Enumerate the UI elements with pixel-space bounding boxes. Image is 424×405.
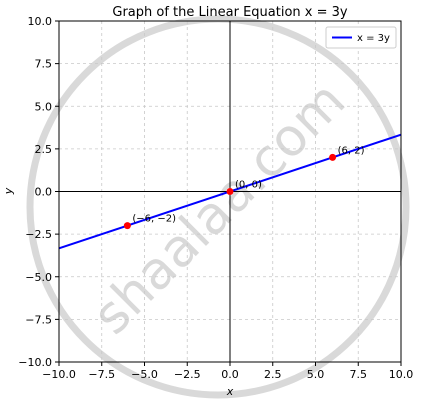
x-tick-label-5: 2.5 (264, 368, 282, 381)
watermark-circle (26, 15, 410, 399)
x-tick-label-4: 0.0 (221, 368, 239, 381)
points-layer: (−6, −2) (0, 0) (6, 2) (123, 145, 365, 230)
y-tick-label-7: 7.5 (35, 58, 53, 71)
x-tick-label-1: −7.5 (88, 368, 115, 381)
y-tick-label-1: −7.5 (25, 313, 52, 326)
y-tick-label-0: −10.0 (18, 356, 52, 369)
legend: x = 3y (325, 26, 397, 49)
x-tick-label-2: −5.0 (131, 368, 158, 381)
y-tick-label-2: −5.0 (25, 271, 52, 284)
data-point-2 (329, 153, 337, 161)
y-tick-label-5: 2.5 (35, 143, 53, 156)
x-tick-label-6: 5.0 (307, 368, 325, 381)
y-tick-label-4: 0.0 (35, 186, 53, 199)
x-tick-label-0: −10.0 (42, 368, 76, 381)
axis-ticks: −10.0 −7.5 −5.0 −2.5 0.0 2.5 5.0 7.5 10.0 −10.0 −7… (18, 15, 413, 381)
y-tick-label-8: 10.0 (28, 15, 53, 28)
data-point-label-0: (−6, −2) (132, 214, 176, 225)
legend-label: x = 3y (357, 33, 390, 44)
x-axis-label: x (226, 385, 234, 398)
data-point-1 (226, 188, 234, 195)
data-point-label-1: (0, 0) (235, 180, 262, 191)
legend-box (325, 26, 397, 49)
x-tick-label-8: 10.0 (389, 368, 414, 381)
chart-title: Graph of the Linear Equation x = 3y (112, 5, 348, 20)
y-tick-label-3: −2.5 (25, 228, 52, 241)
y-axis-label: y (2, 187, 15, 195)
x-tick-label-7: 7.5 (350, 368, 368, 381)
x-tick-label-3: −2.5 (174, 368, 201, 381)
data-point-0 (123, 222, 131, 230)
data-point-label-2: (6, 2) (338, 145, 365, 156)
y-tick-label-6: 5.0 (35, 100, 53, 113)
